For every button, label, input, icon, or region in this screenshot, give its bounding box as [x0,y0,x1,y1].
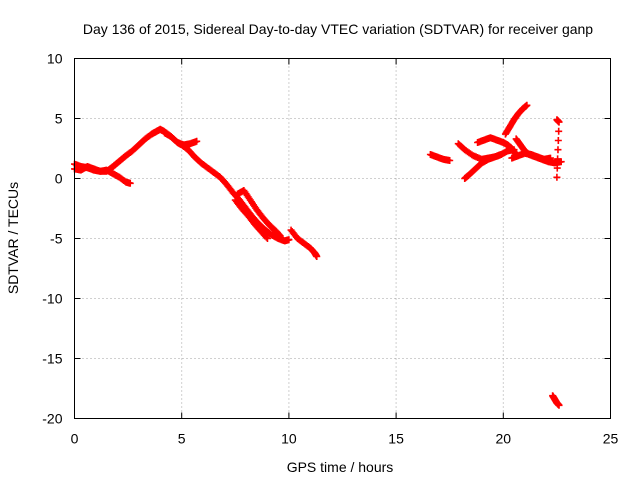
y-tick-label: 5 [55,111,63,127]
series-segment-9 [461,151,505,182]
data-point [557,158,565,166]
series-segment-4 [233,187,284,240]
y-tick-label: -15 [42,351,62,367]
data-point [262,233,270,241]
y-tick-label: -10 [42,291,62,307]
series-segment-2 [71,163,134,187]
data-point [555,127,563,135]
series-segment-14 [553,116,563,181]
data-point [555,118,563,126]
series-segment-15 [549,392,563,409]
y-axis-label: SDTVAR / TECUs [5,182,21,294]
x-tick-label: 25 [603,431,619,447]
series-segment-5 [231,196,271,242]
data-point [285,236,293,244]
series-segment-6 [287,226,321,260]
data-points [71,101,565,409]
data-point [523,101,531,109]
data-point [553,173,561,181]
data-point [554,146,562,154]
series-segment-13 [508,149,554,163]
x-tick-label: 10 [281,431,297,447]
data-point [126,179,134,187]
y-tick-label: 0 [55,171,63,187]
series-segment-11 [501,101,531,138]
y-tick-label: -5 [50,231,63,247]
data-point [546,154,554,162]
x-axis-label: GPS time / hours [287,459,394,475]
data-point [554,155,562,163]
x-tick-label: 5 [178,431,186,447]
data-point [313,253,321,260]
y-tick-label: -20 [42,411,62,427]
series-segment-7 [426,151,454,164]
data-point [555,401,563,409]
series-segment-3 [161,129,201,149]
x-tick-label: 15 [388,431,404,447]
data-point [193,137,201,145]
axis-ticks: 0 5 10 15 20 25 -20 -15 -10 -5 0 5 10 [42,51,618,447]
y-tick-label: 10 [47,51,63,67]
grid-lines [74,58,611,419]
data-point [497,151,505,158]
data-point [554,137,562,144]
data-point [553,164,561,172]
data-point [446,157,454,164]
chart-title: Day 136 of 2015, Sidereal Day-to-day VTE… [83,21,593,37]
data-point [263,235,271,242]
data-point [276,232,284,240]
x-tick-label: 20 [496,431,512,447]
x-tick-label: 0 [71,431,79,447]
